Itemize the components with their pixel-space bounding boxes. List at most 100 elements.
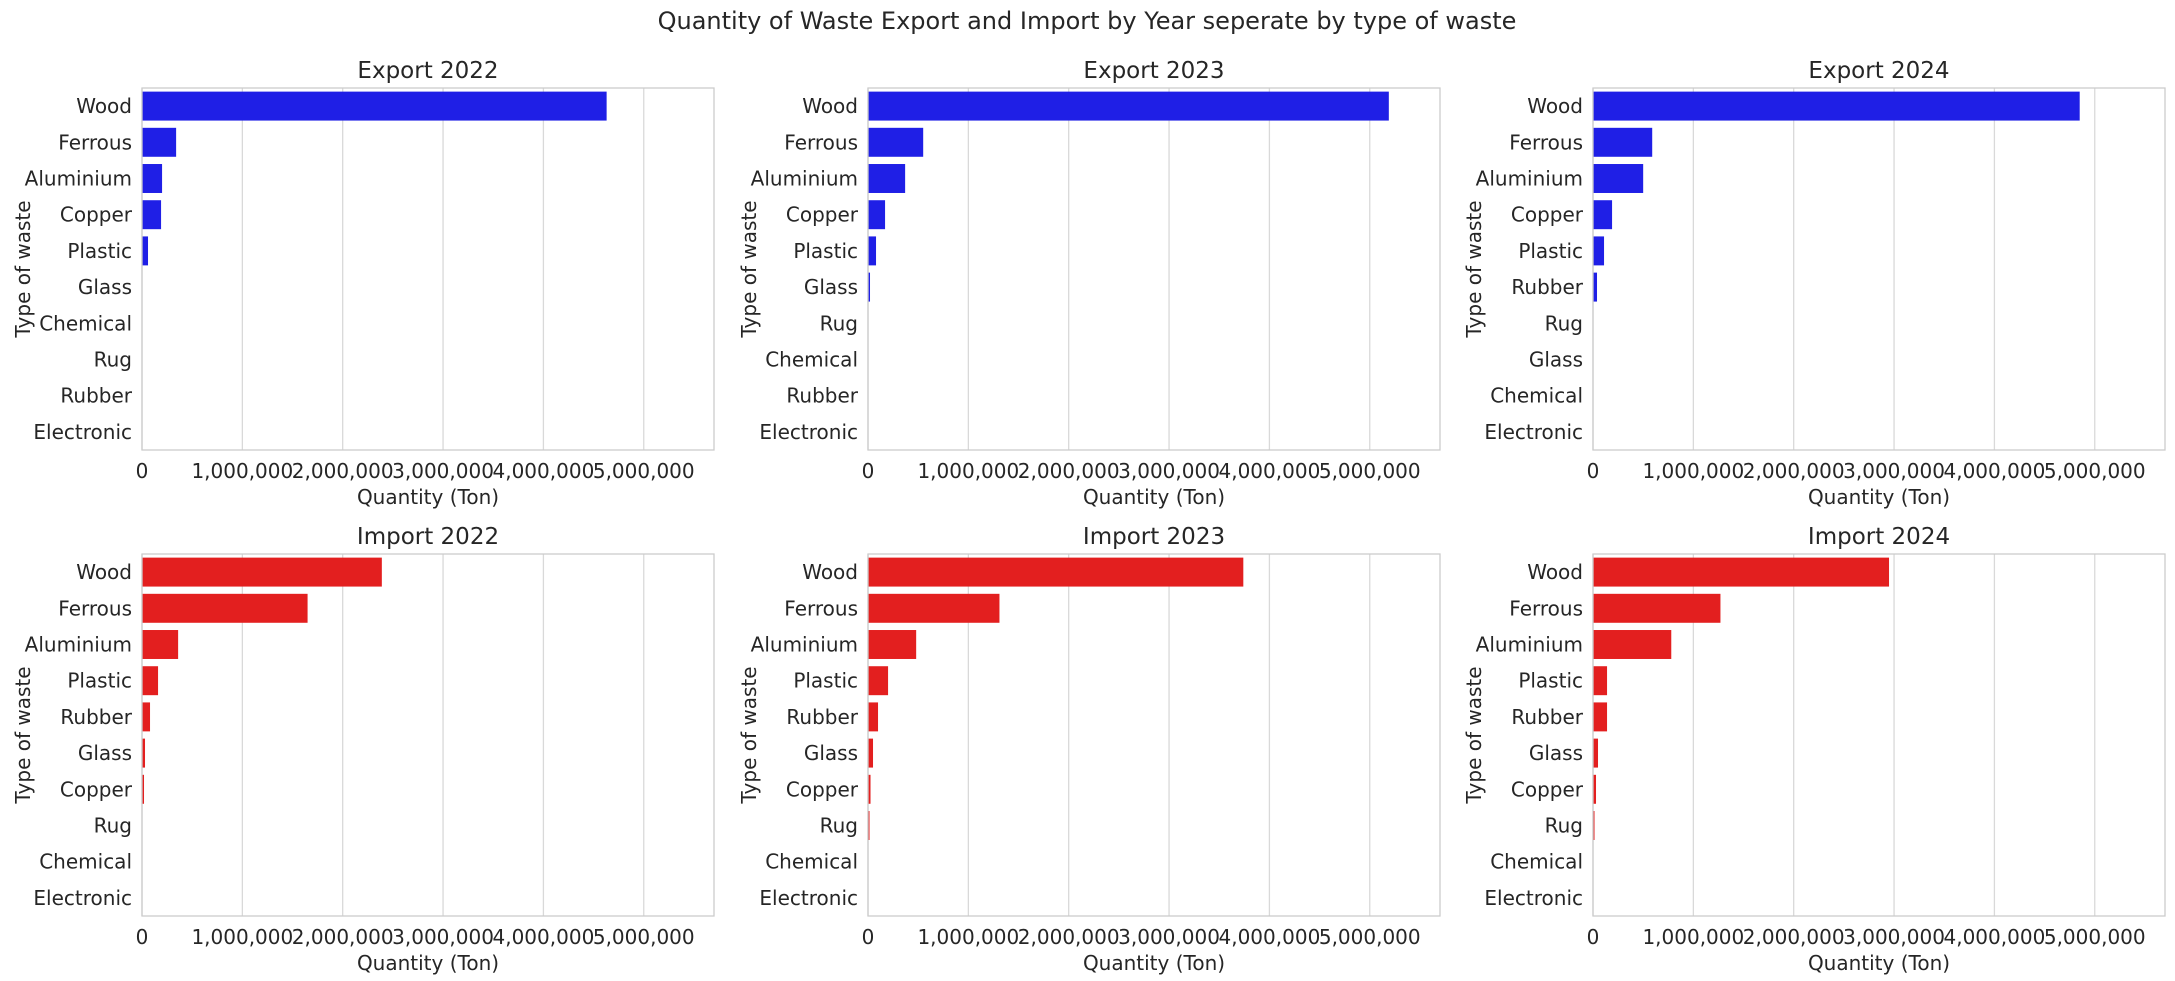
panel-2-y-tick-label: Rubber [786,384,858,408]
panel-6-bar [1593,594,1720,623]
panel-3-bar [1593,128,1652,157]
panel-4-y-tick-label: Rubber [60,705,132,729]
panel-1-y-tick-label: Rug [94,348,132,372]
panel-5-x-tick-label: 3,000,000 [1118,925,1220,949]
panel-5-bar [868,594,999,623]
panel-3-y-tick-label: Rug [1545,311,1583,335]
panel-4-y-tick-label: Chemical [39,850,132,874]
panel-5-y-tick-label: Glass [804,741,858,765]
panel-5-bar [868,739,873,768]
panel-5-y-tick-label: Aluminium [751,633,858,657]
panel-2-bar [868,236,876,265]
panel-2-y-tick-label: Wood [802,94,858,118]
panel-6-bar [1593,702,1607,731]
panel-6-bar [1593,558,1889,587]
panel-1-x-tick-label: 4,000,000 [493,459,595,483]
panel-2-x-axis-label: Quantity (Ton) [1083,485,1225,509]
panel-5-y-tick-label: Copper [786,777,859,801]
panel-4-x-tick-label: 4,000,000 [493,925,595,949]
panel-3-y-tick-label: Chemical [1490,384,1583,408]
panel-4-y-tick-label: Rug [94,814,132,838]
panel-3-x-tick-label: 1,000,000 [1642,459,1744,483]
panel-2-bar [868,200,885,229]
panel-2-x-tick-label: 4,000,000 [1219,459,1321,483]
panel-1-y-tick-label: Wood [76,94,132,118]
panel-3-y-tick-label: Copper [1511,203,1584,227]
panel-3-y-tick-label: Plastic [1518,239,1583,263]
panel-6-y-tick-label: Plastic [1518,669,1583,693]
panel-5-title: Import 2023 [1083,524,1225,550]
panel-6-x-tick-label: 2,000,000 [1743,925,1845,949]
panel-6-y-tick-label: Copper [1511,777,1584,801]
panel-2-y-tick-label: Ferrous [784,130,858,154]
panel-6-y-tick-label: Aluminium [1476,633,1583,657]
panel-1-bar [142,92,607,121]
panel-3-bar [1593,200,1612,229]
panel-1-y-tick-label: Rubber [60,384,132,408]
panel-4-y-tick-label: Wood [76,560,132,584]
panel-2-bar [868,128,923,157]
panel-2-bar [868,164,905,193]
panel-5-x-axis-label: Quantity (Ton) [1083,951,1225,975]
panel-4-x-tick-label: 0 [136,925,149,949]
panel-1-y-tick-label: Copper [60,203,133,227]
panel-1-y-tick-label: Plastic [67,239,132,263]
panel-3-y-tick-label: Wood [1527,94,1583,118]
panel-6-x-tick-label: 1,000,000 [1642,925,1744,949]
panel-5-y-tick-label: Ferrous [784,596,858,620]
panel-5-bar [868,558,1243,587]
panel-1-x-tick-label: 0 [136,459,149,483]
panel-5-y-tick-label: Plastic [793,669,858,693]
panel-3-y-tick-label: Electronic [1484,420,1583,444]
panel-2-x-tick-label: 2,000,000 [1018,459,1120,483]
panel-6-bar [1593,739,1598,768]
panel-4-y-tick-label: Aluminium [25,633,132,657]
panel-5-y-tick-label: Electronic [759,886,858,910]
panel-5-x-tick-label: 5,000,000 [1319,925,1421,949]
panel-1-x-tick-label: 5,000,000 [593,459,695,483]
figure-title: Quantity of Waste Export and Import by Y… [658,7,1517,35]
panel-2-y-tick-label: Electronic [759,420,858,444]
panel-3-y-tick-label: Ferrous [1509,130,1583,154]
panel-1-y-tick-label: Electronic [33,420,132,444]
panel-6-y-tick-label: Glass [1529,741,1583,765]
panel-4-bar [142,666,158,695]
panel-1-bar [142,200,161,229]
panel-1-bar [142,128,176,157]
panel-3-x-tick-label: 0 [1587,459,1600,483]
panel-4-x-axis-label: Quantity (Ton) [357,951,499,975]
panel-4-y-tick-label: Plastic [67,669,132,693]
panel-1-bar [142,164,162,193]
panel-5-x-tick-label: 1,000,000 [917,925,1019,949]
panel-3-x-axis-label: Quantity (Ton) [1808,485,1950,509]
panel-1-bar [142,236,148,265]
panel-1-frame [142,88,714,450]
panel-6-y-tick-label: Wood [1527,560,1583,584]
panel-5-bar [868,630,916,659]
panel-2-y-tick-label: Chemical [765,348,858,372]
panel-6-bar [1593,630,1671,659]
panel-2-y-tick-label: Plastic [793,239,858,263]
panel-4-title: Import 2022 [357,524,499,550]
panel-4-bar [142,702,150,731]
panel-2-frame [868,88,1440,450]
panel-3-y-tick-label: Rubber [1511,275,1583,299]
panel-3-frame [1593,88,2165,450]
panel-3-x-tick-label: 3,000,000 [1843,459,1945,483]
panel-6-y-tick-label: Rubber [1511,705,1583,729]
panel-1-x-axis-label: Quantity (Ton) [357,485,499,509]
panel-3-y-tick-label: Aluminium [1476,167,1583,191]
panel-6-y-tick-label: Electronic [1484,886,1583,910]
panel-1-y-axis-label: Type of waste [11,200,35,338]
panel-4-x-tick-label: 3,000,000 [392,925,494,949]
panel-2-x-tick-label: 5,000,000 [1319,459,1421,483]
panel-3-y-axis-label: Type of waste [1462,200,1486,338]
panel-4-y-tick-label: Electronic [33,886,132,910]
panel-1-x-tick-label: 3,000,000 [392,459,494,483]
panel-4-bar [142,630,178,659]
panel-6-y-tick-label: Ferrous [1509,596,1583,620]
panel-5-bar [868,702,878,731]
panel-4-x-tick-label: 1,000,000 [191,925,293,949]
panel-2-x-tick-label: 1,000,000 [917,459,1019,483]
